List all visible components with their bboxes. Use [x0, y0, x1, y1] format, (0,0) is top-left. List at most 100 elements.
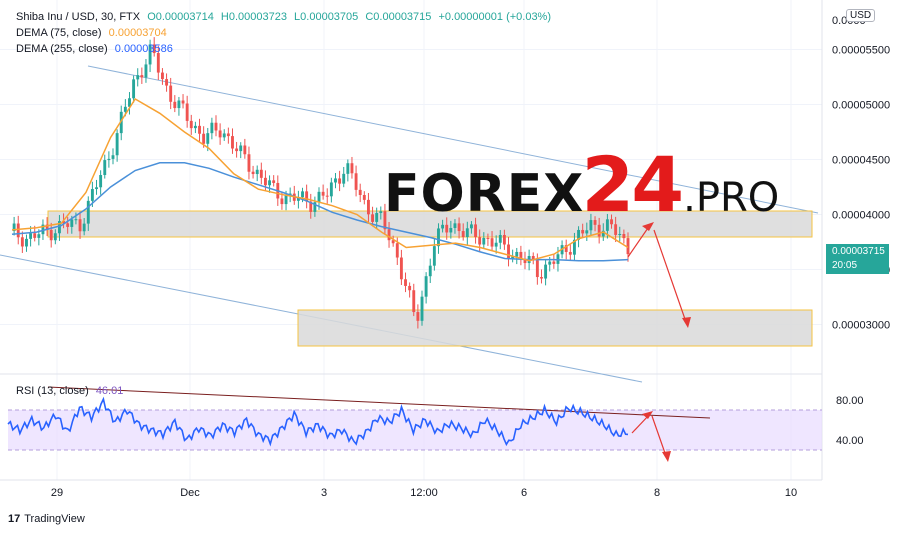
dema75-legend[interactable]: DEMA (75, close) 0.00003704 — [16, 27, 167, 39]
candle-body — [136, 75, 140, 80]
candle-body — [185, 103, 189, 121]
candles-layer — [12, 37, 630, 329]
resistance-zone — [47, 210, 813, 238]
rsi-legend[interactable]: RSI (13, close) 46.01 — [16, 385, 123, 397]
candle-body — [420, 296, 424, 321]
price-tick-label: 0.00004500 — [832, 155, 890, 167]
candle-body — [581, 229, 585, 234]
candle-body — [103, 160, 107, 176]
candle-body — [445, 224, 449, 233]
candle-body — [78, 219, 82, 232]
candle-body — [115, 133, 119, 156]
candle-body — [218, 130, 222, 138]
candle-body — [601, 230, 605, 237]
candle-body — [193, 125, 197, 129]
candle-body — [523, 259, 527, 264]
time-tick-label: 29 — [51, 487, 63, 499]
candle-body — [622, 234, 626, 239]
candle-body — [350, 163, 354, 174]
candle-body — [428, 265, 432, 277]
candle-body — [329, 182, 333, 197]
candle-body — [342, 173, 346, 184]
candle-body — [490, 238, 494, 247]
dema255-legend[interactable]: DEMA (255, close) 0.00003586 — [16, 43, 173, 55]
candle-body — [148, 44, 152, 65]
time-tick-label: 10 — [785, 487, 797, 499]
candle-body — [222, 133, 226, 138]
candle-body — [519, 251, 523, 260]
symbol-title[interactable]: Shiba Inu / USD, 30, FTX — [16, 11, 141, 23]
candle-body — [12, 223, 16, 231]
candle-body — [226, 133, 230, 137]
candle-body — [399, 257, 403, 280]
candle-body — [243, 145, 247, 155]
dema75-label: DEMA (75, close) — [16, 27, 102, 39]
candle-body — [177, 100, 181, 109]
candle-body — [441, 224, 445, 229]
candle-body — [531, 256, 535, 261]
tradingview-name: TradingView — [24, 513, 85, 525]
rsi-line — [7, 396, 629, 447]
candle-body — [395, 243, 399, 258]
candle-body — [160, 72, 164, 80]
candle-body — [272, 180, 276, 183]
candle-body — [379, 211, 383, 214]
candle-body — [540, 277, 543, 279]
candle-body — [198, 125, 201, 134]
candle-body — [494, 242, 498, 247]
candle-body — [354, 173, 358, 190]
candle-body — [202, 133, 206, 144]
price-tick-label: 0.00005000 — [832, 100, 890, 112]
candle-body — [321, 191, 325, 196]
candle-body — [371, 214, 375, 222]
candle-body — [119, 111, 123, 134]
rsi-tick-label: 40.00 — [836, 435, 864, 447]
candle-body — [255, 169, 259, 175]
candle-body — [597, 224, 601, 237]
ohlc-open: O0.00003714 — [147, 11, 214, 23]
forex24-watermark: FOREX24.PRO — [384, 140, 779, 229]
candle-body — [173, 101, 177, 109]
currency-badge[interactable]: USD — [846, 9, 876, 22]
candle-body — [156, 53, 160, 73]
candle-body — [33, 233, 37, 238]
rsi-trendline — [47, 386, 711, 419]
candle-body — [424, 276, 428, 297]
candle-body — [37, 234, 41, 238]
rsi-arrow-down-head — [662, 451, 671, 462]
candle-body — [62, 221, 66, 224]
candle-body — [498, 234, 502, 243]
candle-body — [358, 189, 362, 195]
candle-body — [577, 229, 581, 240]
candle-body — [585, 230, 589, 234]
forecast-arrow-up-head — [642, 222, 654, 231]
candle-body — [263, 177, 267, 186]
candle-body — [247, 154, 251, 172]
candle-body — [301, 191, 304, 198]
candle-body — [572, 239, 576, 255]
watermark-forex: FOREX — [384, 164, 585, 224]
candle-body — [387, 229, 391, 241]
last-price: 0.00003715 — [832, 246, 885, 257]
candle-body — [482, 237, 486, 245]
candle-body — [235, 148, 239, 152]
ohlc-low: L0.00003705 — [294, 11, 359, 23]
ohlc-high: H0.00003723 — [220, 11, 287, 23]
candle-body — [548, 261, 552, 265]
rsi-label: RSI (13, close) — [16, 385, 89, 397]
candle-body — [338, 178, 342, 184]
rsi-value: 46.01 — [95, 385, 124, 397]
rsi-arrow-up-head — [642, 411, 653, 419]
candle-body — [107, 158, 111, 161]
bar-countdown: 20:05 — [832, 260, 858, 271]
tradingview-brand[interactable]: 17 TradingView — [8, 513, 85, 525]
time-tick-label: Dec — [180, 487, 200, 499]
candle-body — [465, 228, 469, 238]
candle-body — [99, 175, 103, 188]
candle-body — [284, 194, 288, 205]
candle-body — [25, 238, 28, 247]
support-zone — [297, 309, 813, 347]
symbol-legend: Shiba Inu / USD, 30, FTX O0.00003714 H0.… — [16, 11, 551, 23]
candle-body — [74, 219, 78, 221]
candle-body — [128, 98, 131, 107]
